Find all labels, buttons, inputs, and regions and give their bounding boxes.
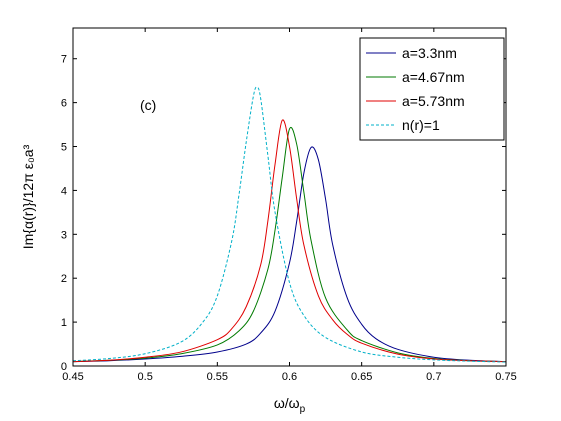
legend-label: a=5.73nm <box>402 93 465 109</box>
y-tick-label: 5 <box>61 142 67 154</box>
legend-label: a=3.3nm <box>402 45 457 61</box>
x-tick-label: 0.45 <box>62 371 83 383</box>
legend-label: a=4.67nm <box>402 69 465 85</box>
y-tick-label: 6 <box>61 98 67 110</box>
series-line-1 <box>72 146 507 363</box>
legend-box <box>359 37 505 141</box>
series-line-2 <box>72 127 507 363</box>
x-tick-label: 0.75 <box>495 371 516 383</box>
x-axis-label-main: ω/ω <box>274 395 300 411</box>
y-tick-label: 7 <box>61 54 67 66</box>
y-tick-label: 2 <box>61 273 67 285</box>
x-axis-label: ω/ωp <box>274 395 306 415</box>
x-tick-label: 0.5 <box>138 371 153 383</box>
series-line-3 <box>72 119 507 363</box>
series-layer <box>72 86 507 363</box>
y-tick-label: 0 <box>61 361 67 373</box>
y-tick-label: 1 <box>61 317 67 329</box>
series-line-4 <box>72 86 507 363</box>
x-tick-label: 0.65 <box>351 371 372 383</box>
y-tick-label: 4 <box>61 185 67 197</box>
y-axis-label: Im{α(r)}/12π ε₀a³ <box>20 144 36 249</box>
x-tick-label: 0.7 <box>426 371 441 383</box>
y-tick-label: 3 <box>61 229 67 241</box>
legend: a=3.3nm a=4.67nm a=5.73nm n(r)=1 <box>359 37 505 141</box>
x-tick-label: 0.6 <box>282 371 297 383</box>
legend-label: n(r)=1 <box>402 117 440 133</box>
panel-annotation: (c) <box>140 97 156 113</box>
x-tick-label: 0.55 <box>207 371 228 383</box>
x-axis-label-subscript: p <box>300 404 306 415</box>
tick-layer: 0.45 0.5 0.55 0.6 0.65 0.7 0.75 0 1 2 3 4 5 6 7 <box>61 28 517 383</box>
